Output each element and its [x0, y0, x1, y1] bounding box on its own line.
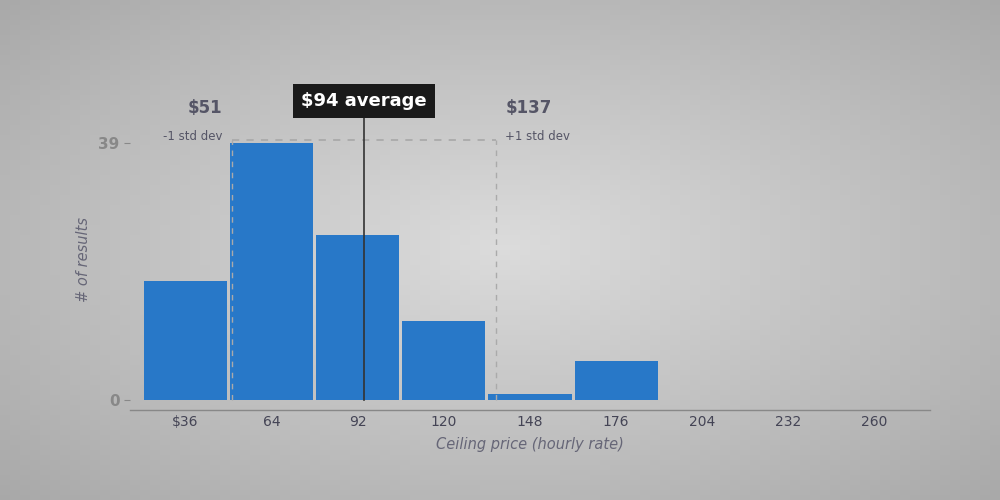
Bar [575, 360, 658, 400]
Bar [488, 394, 572, 400]
Text: $137: $137 [505, 98, 552, 116]
Bar [402, 321, 485, 400]
Y-axis label: # of results: # of results [76, 218, 91, 302]
Bar [144, 282, 227, 400]
X-axis label: Ceiling price (hourly rate): Ceiling price (hourly rate) [436, 437, 624, 452]
Bar [230, 143, 313, 400]
Text: -1 std dev: -1 std dev [163, 130, 222, 143]
Text: +1 std dev: +1 std dev [505, 130, 570, 143]
Bar [316, 236, 399, 400]
Text: $94 average: $94 average [301, 92, 427, 110]
Text: $51: $51 [188, 98, 222, 116]
